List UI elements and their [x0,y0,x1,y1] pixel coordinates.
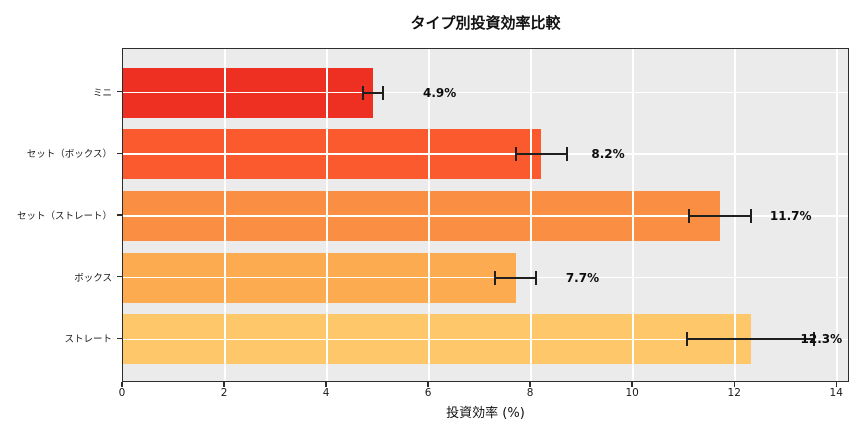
x-tick-mark [427,382,429,387]
x-tick-label: 6 [424,387,432,399]
x-tick-mark [223,382,225,387]
plot-area: 4.9% 8.2% 11.7% 7.7% 12.3% [122,48,849,382]
error-bar-cap [535,270,538,285]
x-axis-label: 投資効率 (%) [446,406,525,421]
gridline-vertical [530,49,532,381]
x-tick-mark [121,382,123,387]
y-tick-label: セット（ボックス） [26,149,112,161]
gridline-horizontal [123,153,848,155]
y-tick-mark [117,214,122,216]
y-tick-label: ミニ [92,87,112,99]
y-tick-mark [117,275,122,278]
y-tick-label: ストレート [64,334,112,346]
error-bar-cap [685,332,688,347]
gridline-vertical [326,49,328,381]
y-tick-mark [117,337,122,339]
value-label: 11.7% [769,208,812,223]
x-tick-label: 10 [625,387,639,399]
gridline-horizontal [123,276,848,279]
value-label: 7.7% [565,270,600,285]
value-label: 8.2% [591,147,625,162]
x-tick-label: 12 [727,387,741,399]
x-tick-mark [733,382,735,387]
error-bar-cap [382,85,385,100]
error-bar-cap [813,332,816,347]
error-bar [362,91,384,94]
x-tick-label: 2 [220,387,228,399]
error-bar [495,276,537,279]
error-bar [515,153,567,156]
value-label: 4.9% [422,85,457,100]
gridline-horizontal [123,338,848,341]
error-bar [689,214,751,217]
error-bar-cap [361,85,364,100]
x-tick-label: 4 [322,387,330,399]
gridline-horizontal [123,91,848,94]
error-bar-cap [749,208,752,223]
error-bar-cap [494,270,497,285]
y-tick-mark [117,152,122,154]
x-tick-label: 0 [118,387,126,399]
x-tick-label: 14 [829,387,843,399]
x-tick-mark [325,382,327,387]
error-bar [686,338,815,341]
x-tick-mark [631,382,633,387]
gridline-vertical [224,49,226,381]
y-tick-label: セット（ストレート） [16,210,112,222]
x-tick-mark [835,382,837,387]
error-bar-cap [565,147,568,162]
y-tick-mark [117,90,122,93]
y-tick-label: ボックス [74,272,112,284]
gridline-vertical [632,49,634,381]
chart-title: タイプ別投資効率比較 [410,14,561,32]
error-bar-cap [688,208,691,223]
gridline-vertical [428,49,430,381]
x-tick-label: 8 [526,387,534,399]
value-label: 12.3% [800,332,843,347]
gridline-horizontal [123,215,848,217]
error-bar-cap [514,147,517,162]
gridline-vertical [836,49,838,381]
x-tick-mark [529,382,531,387]
